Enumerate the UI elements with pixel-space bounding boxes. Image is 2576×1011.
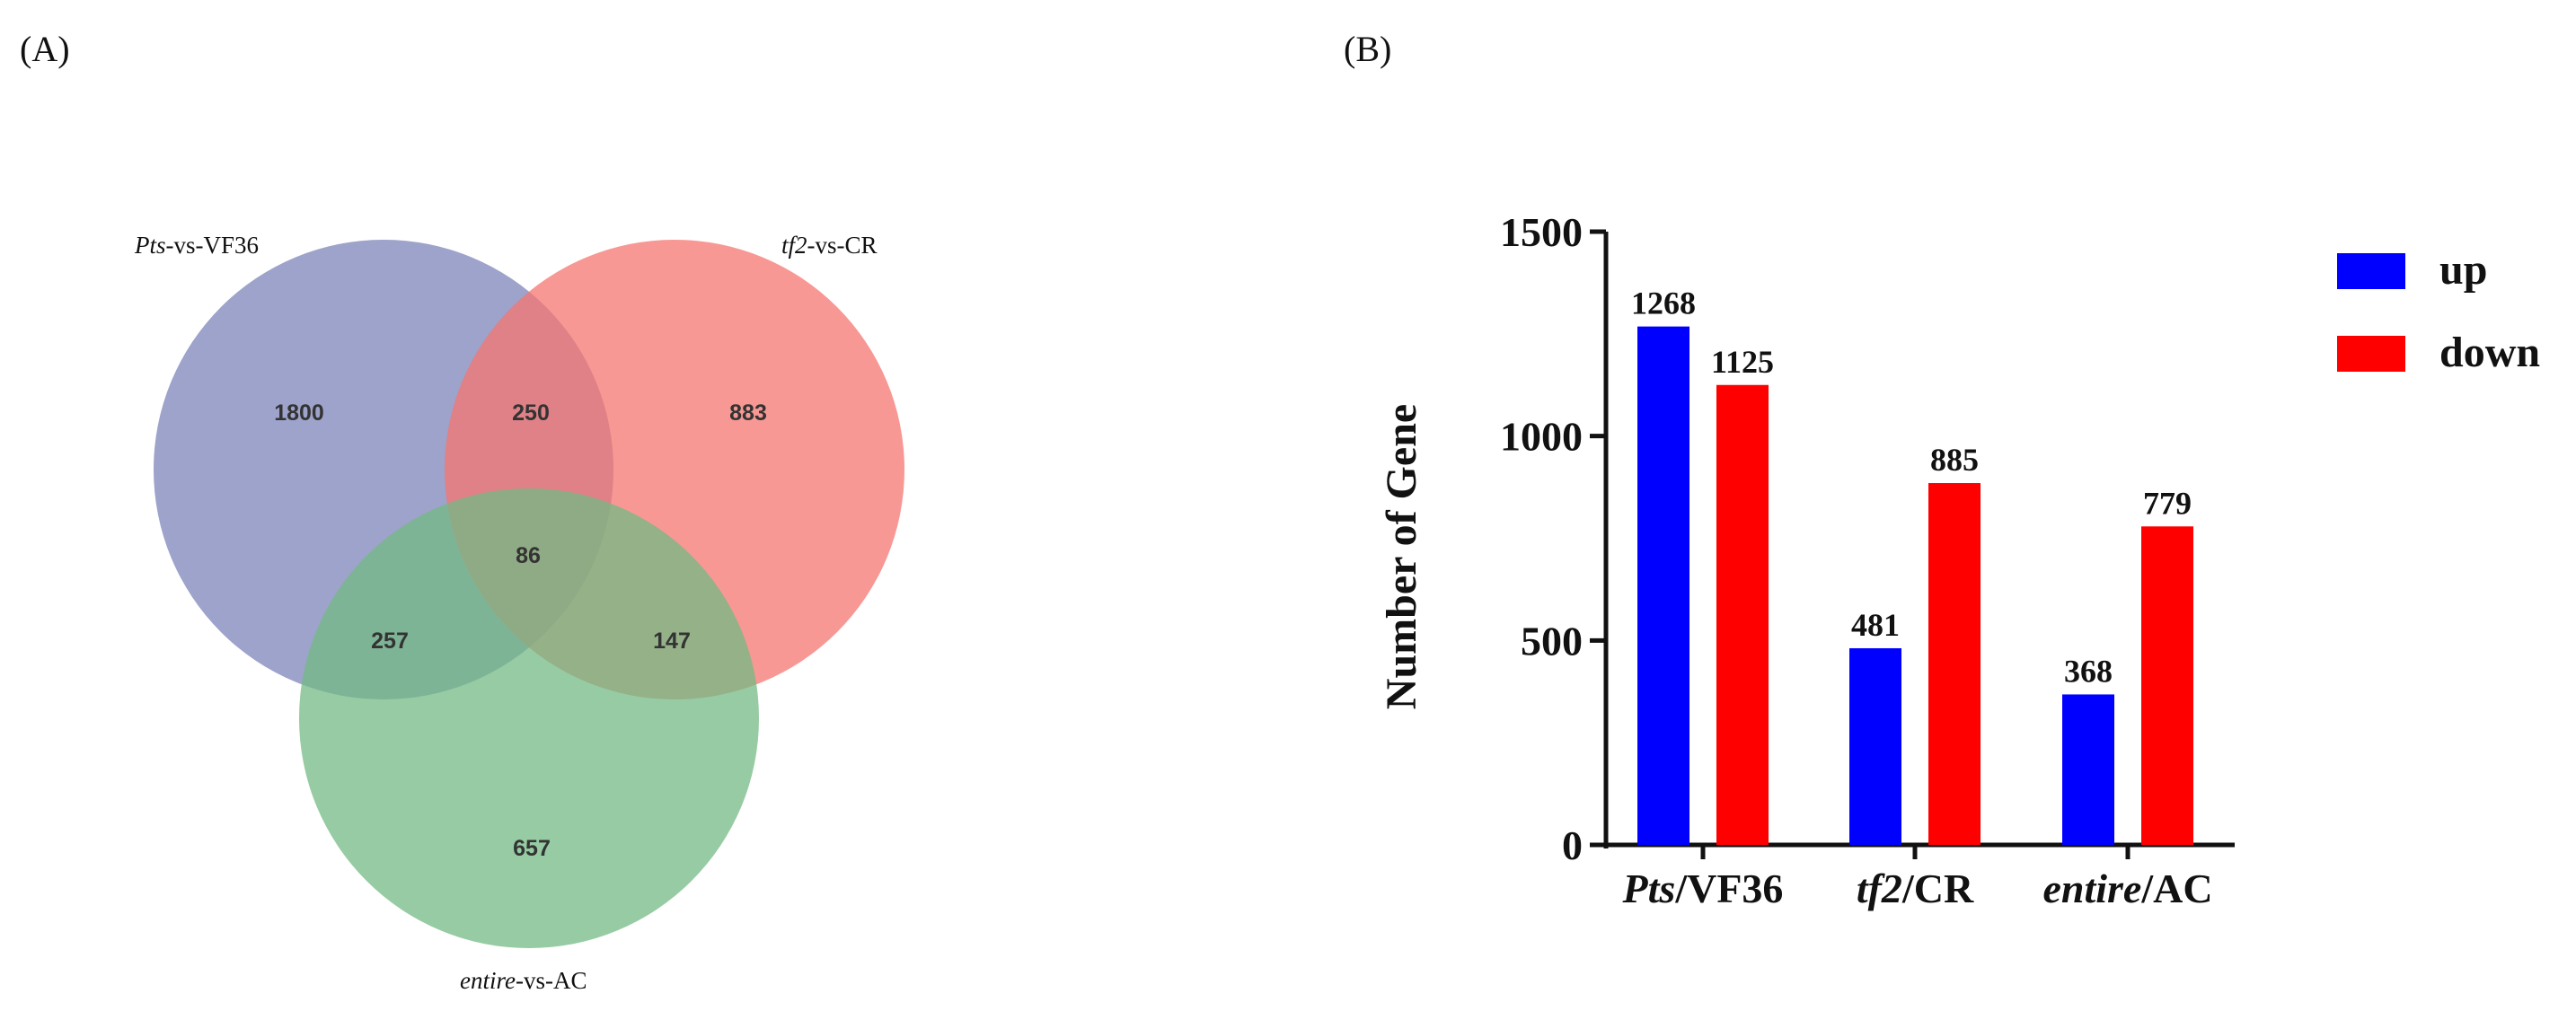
legend-swatch-down xyxy=(2337,336,2405,372)
legend-label-up: up xyxy=(2439,246,2487,294)
panel-a-label: (A) xyxy=(20,29,70,69)
bar-chart-panel: (B) Number of Gene 0 500 1000 1500 Pts/VF36 1… xyxy=(1344,29,2540,911)
bar-down xyxy=(2141,526,2193,845)
bar-down xyxy=(1716,384,1769,845)
bar-value-label: 885 xyxy=(1930,442,1979,478)
bar-value-label: 481 xyxy=(1851,607,1900,643)
venn-circle-entire xyxy=(299,488,759,948)
y-tick-label: 0 xyxy=(1562,822,1583,868)
bar-value-label: 1268 xyxy=(1631,286,1696,321)
bar-value-label: 368 xyxy=(2064,653,2113,689)
legend-label-down: down xyxy=(2439,329,2540,376)
y-tick-label: 1000 xyxy=(1500,414,1583,460)
bar-up xyxy=(1849,647,1901,845)
venn-count-only-tf2: 883 xyxy=(729,400,767,426)
venn-count-all-three: 86 xyxy=(516,543,541,568)
bar-up xyxy=(1637,326,1689,845)
venn-count-tf2-entire: 147 xyxy=(653,629,691,654)
x-tick-label: tf2/CR xyxy=(1857,866,1974,911)
bar-chart: 0 500 1000 1500 Pts/VF36 1268 1125 tf2/CR 481 885… xyxy=(1500,209,2540,911)
venn-count-only-pts: 1800 xyxy=(274,400,324,426)
x-tick-label: Pts/VF36 xyxy=(1622,866,1784,911)
venn-count-only-entire: 657 xyxy=(513,836,551,861)
y-tick-label: 1500 xyxy=(1500,209,1583,255)
panel-b-label: (B) xyxy=(1344,29,1391,69)
venn-count-pts-tf2: 250 xyxy=(512,400,550,426)
y-tick-label: 500 xyxy=(1521,618,1583,664)
venn-set-label-entire: entire-vs-AC xyxy=(460,967,587,994)
bar-up xyxy=(2062,694,2114,845)
x-tick-label: entire/AC xyxy=(2042,866,2212,911)
bar-value-label: 779 xyxy=(2143,485,2192,521)
venn-panel: (A) Pts-vs-VF36 tf2-vs-CR entire-vs-AC 1… xyxy=(20,29,904,994)
bar-down xyxy=(1928,483,1981,845)
bar-value-label: 1125 xyxy=(1711,344,1774,380)
legend-swatch-up xyxy=(2337,253,2405,289)
venn-set-label-tf2: tf2-vs-CR xyxy=(781,232,878,259)
y-axis-title: Number of Gene xyxy=(1378,404,1425,709)
venn-count-pts-entire: 257 xyxy=(371,629,409,654)
venn-set-label-pts: Pts-vs-VF36 xyxy=(134,232,259,259)
